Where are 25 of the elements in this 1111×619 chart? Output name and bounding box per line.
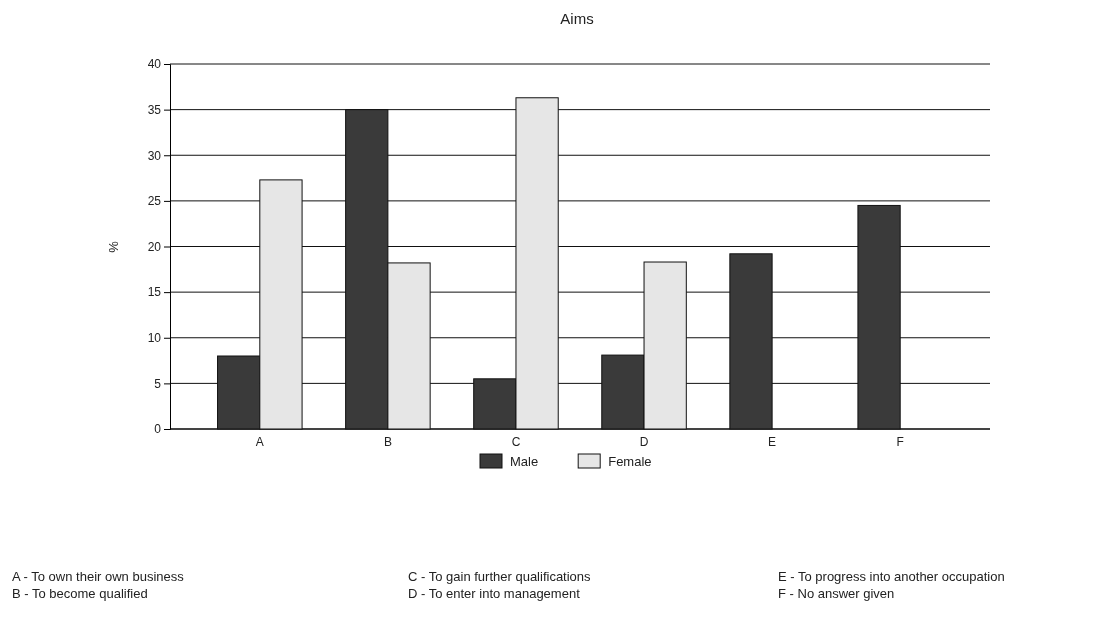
text: D - To enter into management	[408, 586, 581, 601]
y-tick-label: 5	[154, 376, 162, 391]
legend-label: Female	[608, 454, 652, 469]
text: A - To own their own business	[12, 569, 185, 584]
text: C - To gain further qualifications	[408, 569, 592, 584]
legend-label: Male	[510, 454, 539, 469]
y-tick-label: 35	[147, 102, 162, 117]
text: B - To become qualified	[12, 586, 148, 601]
y-tick-label: 0	[154, 422, 162, 437]
y-tick-label: 20	[147, 239, 162, 254]
text: F - No answer given	[778, 586, 895, 601]
chart-title: Aims	[560, 10, 594, 27]
x-tick-label: C	[511, 434, 521, 449]
y-tick-label: 15	[147, 285, 162, 300]
x-tick-label: B	[383, 434, 392, 449]
y-axis-title: %	[106, 240, 121, 253]
y-tick-label: 10	[147, 331, 162, 346]
x-tick-label: E	[768, 434, 777, 449]
x-tick-label: F	[896, 434, 904, 449]
y-tick-label: 30	[147, 148, 162, 163]
text: E - To progress into another occupation	[778, 569, 1005, 584]
x-tick-label: D	[639, 434, 649, 449]
x-tick-label: A	[255, 434, 264, 449]
y-tick-label: 40	[147, 57, 162, 72]
y-tick-label: 25	[147, 194, 162, 209]
